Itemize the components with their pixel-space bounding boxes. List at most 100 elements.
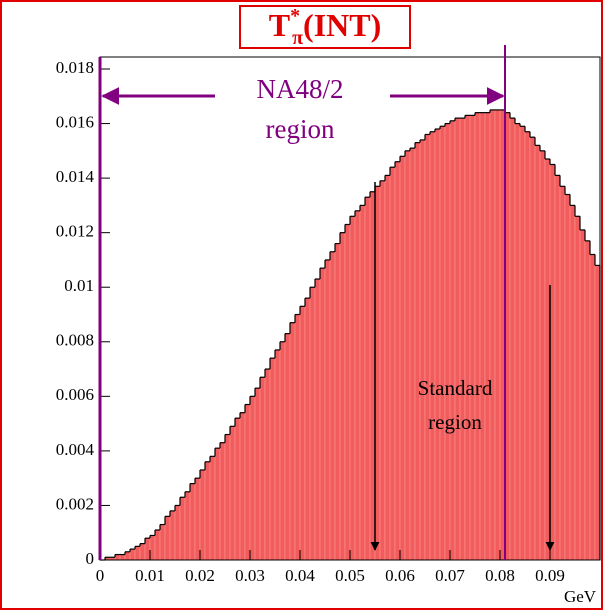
bar — [309, 286, 316, 561]
bar — [299, 306, 306, 561]
y-tick-label: 0.002 — [56, 494, 94, 513]
bar — [199, 469, 206, 561]
bar — [164, 516, 171, 561]
bar — [354, 210, 361, 561]
bar — [594, 265, 601, 561]
bar — [474, 112, 481, 561]
bar — [484, 112, 491, 561]
bar — [239, 412, 246, 561]
y-tick-label: 0.01 — [64, 276, 94, 295]
x-tick-label: 0.02 — [185, 566, 215, 585]
bar — [574, 216, 581, 561]
y-tick-label: 0.006 — [56, 385, 94, 404]
bar — [404, 150, 411, 561]
bar — [249, 396, 256, 561]
bar — [139, 543, 146, 561]
bar — [514, 123, 521, 561]
bar — [469, 115, 476, 561]
x-tick-label: 0 — [96, 566, 105, 585]
bar — [359, 205, 366, 561]
bar — [224, 434, 231, 561]
bar — [329, 251, 336, 561]
bar — [194, 477, 201, 561]
x-tick-label: 0.05 — [335, 566, 365, 585]
title-sup: * — [290, 5, 300, 27]
bar — [179, 497, 186, 561]
bar — [364, 196, 371, 561]
x-tick-label: 0.07 — [435, 566, 465, 585]
y-tick-label: 0.016 — [56, 112, 94, 131]
x-tick-label: 0.03 — [235, 566, 265, 585]
bar — [169, 510, 176, 561]
bar — [204, 461, 211, 561]
bar — [559, 186, 566, 561]
bar — [464, 115, 471, 561]
title-rest: (INT) — [303, 7, 381, 43]
bar — [269, 357, 276, 561]
bar — [419, 139, 426, 561]
title-box — [239, 5, 411, 49]
x-tick-label: 0.06 — [385, 566, 415, 585]
bar — [494, 109, 501, 561]
bar — [414, 142, 421, 561]
bar — [399, 156, 406, 561]
bar — [479, 112, 486, 561]
bar — [214, 447, 221, 561]
bar — [449, 120, 456, 561]
y-tick-label: 0.008 — [56, 331, 94, 350]
bar — [444, 123, 451, 561]
y-tick-label: 0.012 — [56, 222, 94, 241]
bar — [424, 134, 431, 561]
bar — [149, 535, 156, 561]
bar — [254, 387, 261, 561]
bar — [274, 349, 281, 561]
y-tick-label: 0.018 — [56, 58, 94, 77]
bar — [454, 117, 461, 561]
bar — [129, 548, 136, 561]
bar — [524, 131, 531, 561]
bar — [264, 368, 271, 561]
bar — [159, 524, 166, 561]
bar — [324, 259, 331, 561]
x-tick-label: 0.04 — [285, 566, 315, 585]
bar — [384, 175, 391, 561]
bar — [429, 131, 436, 561]
bar — [379, 180, 386, 561]
bar — [174, 505, 181, 561]
bar — [579, 229, 586, 561]
bar — [534, 145, 541, 561]
x-tick-label: 0.08 — [485, 566, 515, 585]
title-sub: π — [292, 27, 303, 49]
bar — [119, 554, 126, 561]
x-axis-label: GeV — [564, 587, 597, 606]
plot: 0 0.002 0.004 0.006 0.008 0.01 0.012 0.014 0.016… — [56, 56, 601, 585]
bar — [589, 254, 596, 561]
overlay: NA48/2 region Standard region GeV — [98, 45, 597, 606]
bar — [279, 341, 286, 561]
bar — [539, 150, 546, 561]
bar — [554, 175, 561, 561]
chart-title: T* π(INT) — [269, 5, 382, 49]
bar — [344, 224, 351, 561]
x-tick-label: 0.01 — [135, 566, 165, 585]
bar — [564, 194, 571, 561]
bar — [234, 417, 241, 561]
bar — [284, 333, 291, 561]
bar — [489, 109, 496, 561]
bar — [219, 442, 226, 561]
title-base: T — [269, 7, 290, 43]
bar — [439, 126, 446, 561]
bar — [229, 426, 236, 561]
bar — [304, 297, 311, 561]
bar — [184, 491, 191, 561]
bar — [509, 117, 516, 561]
y-tick-label: 0.014 — [56, 167, 95, 186]
bar — [529, 136, 536, 561]
annotation: region — [428, 410, 482, 434]
bar — [244, 404, 251, 561]
bar — [259, 376, 266, 561]
bar — [134, 546, 141, 561]
bar — [409, 147, 416, 561]
